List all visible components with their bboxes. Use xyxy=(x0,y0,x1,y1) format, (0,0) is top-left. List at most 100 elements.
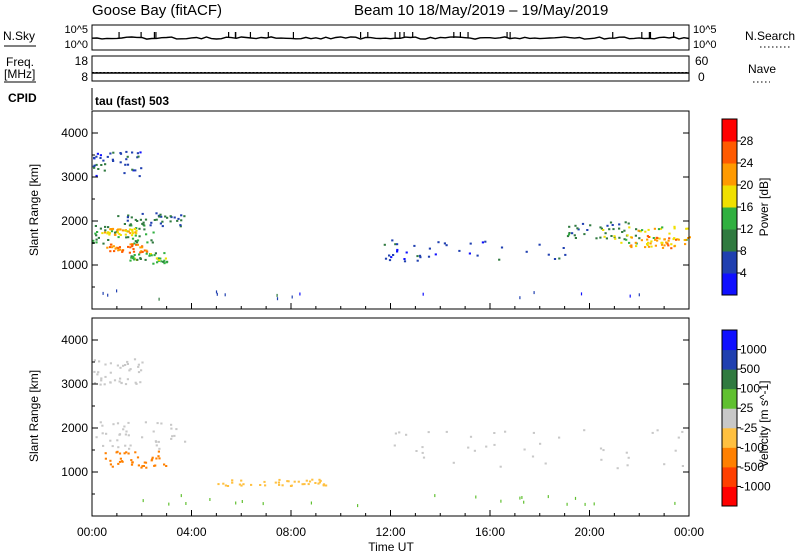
heatmap-cell xyxy=(123,452,126,455)
heatmap-cell xyxy=(681,430,684,433)
nave-trace xyxy=(92,72,688,74)
heatmap-cell xyxy=(169,215,172,218)
nave-point xyxy=(450,72,453,74)
heatmap-cell xyxy=(145,252,148,255)
heatmap-cell xyxy=(158,259,161,262)
freq-label: Freq. xyxy=(6,55,34,69)
nave-point xyxy=(584,72,587,74)
heatmap-cell xyxy=(101,424,104,427)
heatmap-cell xyxy=(104,225,107,228)
heatmap-cell xyxy=(626,464,629,467)
heatmap-cell xyxy=(177,217,180,220)
heatmap-cell xyxy=(133,242,136,245)
heatmap-cell xyxy=(143,249,146,252)
heatmap-cell xyxy=(318,481,321,484)
nave-point xyxy=(498,72,501,74)
heatmap-cell xyxy=(132,256,135,259)
nave-point xyxy=(640,72,643,74)
heatmap-cell xyxy=(102,242,105,245)
power-colorbar-tick-label: 8 xyxy=(740,244,747,258)
heatmap-cell xyxy=(95,241,98,244)
heatmap-cell xyxy=(119,161,122,164)
heatmap-cell xyxy=(95,436,98,439)
velocity-ytick-label: 2000 xyxy=(61,421,88,435)
heatmap-cell xyxy=(138,227,141,230)
heatmap-cell xyxy=(405,251,408,254)
heatmap-cell xyxy=(325,484,328,487)
freq-tick-bottom: 8 xyxy=(81,70,88,84)
heatmap-cell xyxy=(259,484,262,486)
heatmap-cell xyxy=(416,259,419,262)
heatmap-cell xyxy=(443,242,446,245)
heatmap-cell xyxy=(121,229,124,232)
velocity-colorbar-tick-label: -25 xyxy=(740,421,758,435)
heatmap-cell xyxy=(150,459,153,462)
heatmap-cell xyxy=(602,449,605,452)
heatmap-cell xyxy=(657,228,661,231)
heatmap-cell xyxy=(109,228,112,231)
heatmap-cell xyxy=(129,246,132,249)
heatmap-cell xyxy=(418,254,422,257)
nave-point xyxy=(106,72,109,74)
nave-point xyxy=(136,72,139,74)
heatmap-cell xyxy=(621,231,624,233)
heatmap-cell xyxy=(677,436,680,439)
heatmap-cell xyxy=(673,245,676,248)
heatmap-cell xyxy=(156,422,159,425)
nave-point xyxy=(252,72,255,74)
nave-point xyxy=(606,72,609,74)
nave-point xyxy=(666,72,669,74)
heatmap-cell xyxy=(158,215,161,218)
heatmap-cell xyxy=(93,382,97,384)
heatmap-cell xyxy=(647,228,650,231)
heatmap-cell xyxy=(276,297,279,301)
heatmap-cell xyxy=(141,465,144,468)
heatmap-cell xyxy=(126,378,129,381)
heatmap-cell xyxy=(469,435,473,438)
heatmap-cell xyxy=(128,251,131,254)
heatmap-cell xyxy=(118,248,122,251)
nave-point xyxy=(472,72,475,74)
heatmap-cell xyxy=(109,381,112,384)
heatmap-cell xyxy=(469,242,472,245)
heatmap-cell xyxy=(133,228,136,231)
nave-point xyxy=(133,72,136,74)
heatmap-cell xyxy=(660,243,664,246)
nave-point xyxy=(621,72,624,74)
heatmap-cell xyxy=(112,423,115,426)
heatmap-cell xyxy=(106,246,109,249)
heatmap-cell xyxy=(165,465,168,467)
velocity-colorbar-segment xyxy=(722,408,737,429)
heatmap-cell xyxy=(567,233,571,236)
heatmap-cell xyxy=(126,216,129,219)
heatmap-cell xyxy=(122,364,125,367)
heatmap-cell xyxy=(127,421,130,424)
heatmap-cell xyxy=(111,158,114,161)
nave-point xyxy=(360,72,363,74)
heatmap-cell xyxy=(638,237,641,240)
nave-point xyxy=(151,72,154,74)
heatmap-cell xyxy=(544,462,547,465)
nave-point xyxy=(491,72,494,74)
heatmap-cell xyxy=(583,233,586,236)
heatmap-cell xyxy=(688,236,691,239)
heatmap-cell xyxy=(133,358,137,361)
nave-point xyxy=(670,72,673,74)
heatmap-cell xyxy=(303,483,306,486)
power-colorbar-label: Power [dB] xyxy=(757,178,771,237)
heatmap-cell xyxy=(475,495,477,499)
heatmap-cell xyxy=(667,244,670,247)
power-colorbar-tick-label: 4 xyxy=(740,266,747,280)
nave-point xyxy=(547,72,550,74)
nave-point xyxy=(618,72,621,74)
velocity-colorbar-frame xyxy=(721,329,738,507)
heatmap-cell xyxy=(96,152,99,155)
nave-tick-top: 60 xyxy=(695,54,709,68)
heatmap-cell xyxy=(104,163,107,166)
heatmap-cell xyxy=(523,500,525,504)
power-colorbar-segment xyxy=(722,207,737,230)
power-colorbar-segment xyxy=(722,185,737,208)
heatmap-cell xyxy=(661,226,664,229)
heatmap-cell xyxy=(422,456,426,459)
